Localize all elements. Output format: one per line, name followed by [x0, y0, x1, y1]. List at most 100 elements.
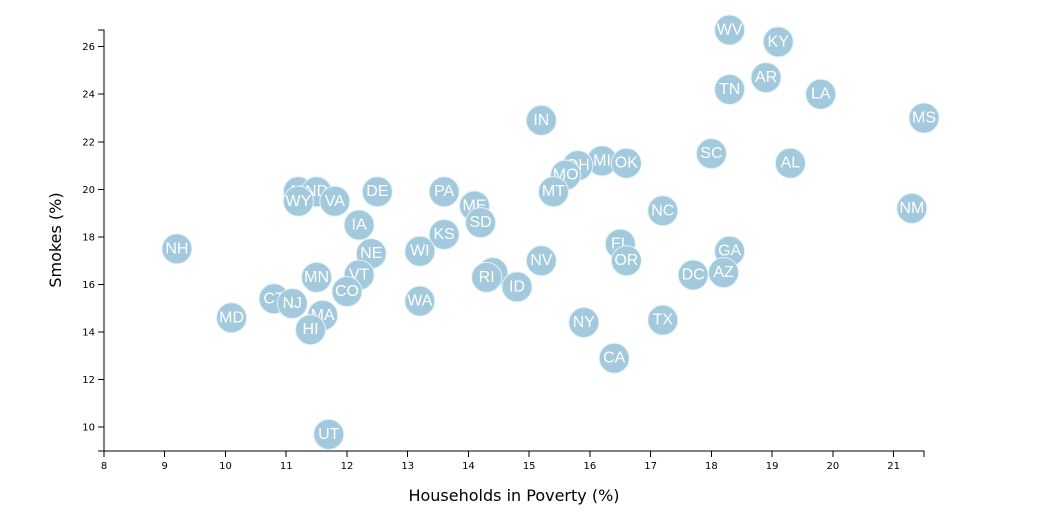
- state-circle: [610, 147, 642, 179]
- state-circle: [161, 233, 193, 265]
- x-axis: 8 9 10 11 12 13 14 15 16 17 18 19 20 21: [101, 450, 925, 472]
- state-point: WA: [404, 285, 436, 317]
- state-label: NC: [651, 202, 674, 219]
- state-point: WV: [714, 14, 746, 46]
- state-point: DC: [677, 259, 709, 291]
- state-circle: [805, 78, 837, 110]
- state-point: SD: [465, 207, 497, 239]
- state-circle: [313, 418, 345, 450]
- state-label: IA: [352, 217, 367, 234]
- state-point: LA: [805, 78, 837, 110]
- state-point: IA: [343, 209, 375, 241]
- state-circle: [908, 102, 940, 134]
- state-label: WY: [285, 193, 311, 210]
- state-circle: [762, 26, 794, 58]
- state-point: NY: [568, 307, 600, 339]
- x-tick-label: 9: [162, 461, 168, 472]
- state-point: MT: [537, 176, 569, 208]
- state-circle: [647, 304, 679, 336]
- x-tick-label: 18: [705, 461, 718, 472]
- state-point: OR: [610, 245, 642, 277]
- state-label: OK: [615, 155, 638, 172]
- state-circle: [647, 195, 679, 227]
- state-label: VA: [325, 193, 345, 210]
- state-circle: [319, 185, 351, 217]
- state-label: NE: [360, 245, 382, 262]
- state-point: UT: [313, 418, 345, 450]
- state-point: KS: [428, 219, 460, 251]
- state-label: TN: [719, 81, 740, 98]
- y-axis-title: Smokes (%): [46, 192, 65, 287]
- state-label: HI: [303, 321, 319, 338]
- x-axis-title: Households in Poverty (%): [408, 486, 619, 505]
- state-label: MD: [219, 309, 244, 326]
- state-label: LA: [811, 86, 831, 103]
- state-label: CA: [603, 350, 626, 367]
- state-circle: [714, 14, 746, 46]
- state-point: WY: [282, 185, 314, 217]
- state-label: MT: [542, 183, 565, 200]
- state-label: ID: [509, 278, 525, 295]
- y-tick-label: 26: [82, 42, 95, 53]
- x-tick-label: 17: [644, 461, 657, 472]
- state-label: CO: [335, 283, 359, 300]
- x-tick-label: 20: [827, 461, 840, 472]
- state-circle: [501, 271, 533, 303]
- state-label: MS: [912, 110, 936, 127]
- state-point: NH: [161, 233, 193, 265]
- state-circle: [361, 176, 393, 208]
- state-point: AL: [774, 147, 806, 179]
- state-label: KY: [768, 33, 790, 50]
- state-circle: [896, 192, 928, 224]
- state-label: PA: [434, 183, 454, 200]
- state-point: NJ: [276, 288, 308, 320]
- state-circle: [774, 147, 806, 179]
- y-tick-label: 16: [82, 280, 95, 291]
- y-tick-label: 10: [82, 423, 95, 434]
- state-circle: [568, 307, 600, 339]
- state-label: NH: [165, 240, 188, 257]
- state-point: VA: [319, 185, 351, 217]
- state-circle: [677, 259, 709, 291]
- state-point: RI: [471, 261, 503, 293]
- state-label: OR: [614, 252, 638, 269]
- state-point: KY: [762, 26, 794, 58]
- state-label: AL: [781, 155, 801, 172]
- state-circle: [301, 261, 333, 293]
- state-circle: [471, 261, 503, 293]
- state-point: AZ: [708, 257, 740, 289]
- state-point: NV: [525, 245, 557, 277]
- x-tick-label: 13: [401, 461, 414, 472]
- state-circle: [295, 314, 327, 346]
- state-circle: [750, 62, 782, 94]
- state-circle: [276, 288, 308, 320]
- plot-area: WVKYARTNLAMSINSCALMIOKOHMOMTPADEAKNDWYVA…: [161, 14, 940, 450]
- x-tick-label: 21: [887, 461, 900, 472]
- state-point: ID: [501, 271, 533, 303]
- y-tick-label: 18: [82, 232, 95, 243]
- state-label: AZ: [713, 264, 734, 281]
- state-point: PA: [428, 176, 460, 208]
- state-circle: [428, 176, 460, 208]
- state-circle: [404, 235, 436, 267]
- state-circle: [428, 219, 460, 251]
- x-tick-label: 15: [523, 461, 536, 472]
- state-circle: [331, 276, 363, 308]
- state-point: NM: [896, 192, 928, 224]
- state-point: MN: [301, 261, 333, 293]
- state-point: TX: [647, 304, 679, 336]
- state-label: NV: [530, 252, 553, 269]
- state-label: NJ: [283, 295, 303, 312]
- x-tick-label: 19: [766, 461, 779, 472]
- state-label: SD: [469, 214, 491, 231]
- state-circle: [695, 138, 727, 170]
- x-tick-label: 8: [101, 461, 107, 472]
- state-label: KS: [433, 226, 454, 243]
- y-tick-label: 14: [82, 328, 95, 339]
- x-tick-label: 16: [584, 461, 597, 472]
- state-circle: [282, 185, 314, 217]
- state-label: MN: [304, 269, 329, 286]
- state-point: DE: [361, 176, 393, 208]
- x-tick-label: 12: [341, 461, 354, 472]
